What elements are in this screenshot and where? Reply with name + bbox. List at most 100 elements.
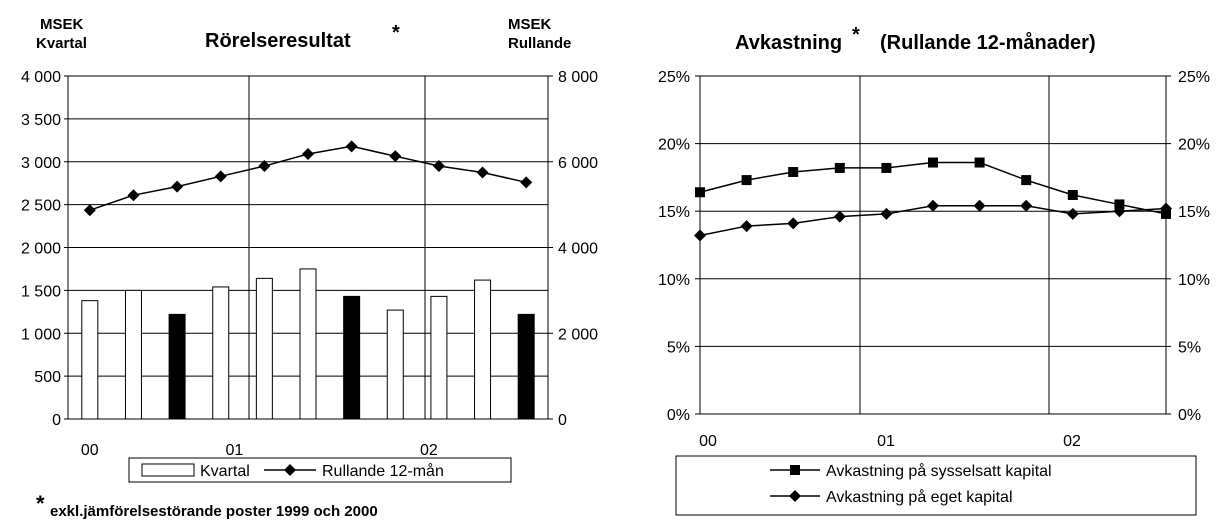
- left-y-tick-label: 3 500: [21, 112, 61, 129]
- left-y-tick-label: 1 000: [21, 326, 61, 343]
- rullande-point: [302, 148, 314, 161]
- sysselsatt-point: [1021, 175, 1032, 186]
- right-chart-right-tick-label: 10%: [1178, 272, 1210, 289]
- rullande-point: [258, 160, 271, 173]
- kvartal-bar: [517, 313, 535, 420]
- right-chart-title: Avkastning: [735, 32, 842, 54]
- kvartal-bar: [299, 268, 317, 420]
- left-axis-label-line1: MSEK: [40, 16, 84, 33]
- footnote-text: exkl.jämförelsestörande poster 1999 och …: [50, 503, 378, 520]
- left-y-tick-label: 3 000: [21, 155, 61, 172]
- right-chart-title-suffix: (Rullande 12-månader): [880, 31, 1096, 54]
- kvartal-bar: [430, 295, 448, 420]
- rullande-point: [214, 170, 227, 183]
- right-chart: 0% 0% 5% 5% 10% 10% 15% 15% 20% 20% 25% 25% 00 01 02: [658, 69, 1210, 450]
- sysselsatt-point: [1114, 199, 1125, 210]
- eget-point: [740, 220, 753, 233]
- right-chart-title-mark: *: [852, 24, 860, 46]
- eget-point: [1160, 202, 1172, 215]
- right-chart-right-tick-label: 0%: [1178, 407, 1201, 424]
- right-chart-left-tick-label: 25%: [658, 69, 690, 86]
- eget-point: [927, 199, 939, 212]
- legend-eget-label: Avkastning på eget kapital: [826, 488, 1013, 506]
- eget-point: [787, 217, 800, 230]
- right-y-tick-label: 2 000: [558, 326, 598, 343]
- right-chart-right-tick-label: 25%: [1178, 69, 1210, 86]
- left-y-tick-label: 1 500: [21, 283, 61, 300]
- eget-point: [1066, 207, 1079, 220]
- left-legend: Kvartal Rullande 12-mån: [128, 457, 512, 483]
- right-chart-left-tick-label: 5%: [667, 339, 690, 356]
- right-chart-right-tick-label: 5%: [1178, 339, 1201, 356]
- left-chart-title: Rörelseresultat: [205, 30, 351, 52]
- rullande-point: [520, 176, 533, 189]
- left-y-tick-label: 500: [34, 369, 61, 386]
- left-axis-label-line2: Kvartal: [36, 35, 87, 52]
- rullande-point: [345, 140, 358, 153]
- rullande-point: [171, 180, 184, 193]
- left-y-tick-label: 0: [52, 412, 61, 429]
- sysselsatt-point: [741, 175, 752, 186]
- right-chart-left-tick-label: 10%: [658, 272, 690, 289]
- legend-sysselsatt-marker: [790, 465, 800, 475]
- left-y-tick-label: 4 000: [21, 69, 61, 86]
- eget-point: [1113, 205, 1126, 218]
- legend-eget-marker: [789, 490, 801, 502]
- right-chart-x-tick-label: 01: [877, 433, 895, 450]
- right-chart-x-tick-label: 00: [699, 433, 717, 450]
- left-chart-title-mark: *: [392, 22, 400, 44]
- left-x-tick-label: 00: [81, 442, 99, 459]
- sysselsatt-point: [834, 162, 845, 173]
- eget-point: [973, 199, 986, 212]
- eget-point: [833, 210, 846, 223]
- footnote-mark: *: [36, 491, 45, 516]
- right-chart-left-tick-label: 15%: [658, 204, 690, 221]
- rullande-point: [127, 189, 140, 202]
- kvartal-bar: [255, 277, 273, 420]
- left-y-tick-label: 2 000: [21, 241, 61, 258]
- eget-point: [880, 207, 893, 220]
- kvartal-bar: [81, 300, 99, 420]
- rullande-point: [83, 204, 96, 217]
- sysselsatt-point: [788, 166, 799, 177]
- rullande-point: [389, 150, 402, 163]
- kvartal-bar: [386, 309, 404, 420]
- right-y-tick-label: 8 000: [558, 69, 598, 86]
- left-chart: 0 500 1 000 1 500 2 000 2 500 3 000 3 500 4 000 0…: [21, 69, 598, 459]
- legend-rullande-label: Rullande 12-mån: [322, 462, 444, 480]
- kvartal-bar: [474, 279, 492, 420]
- right-chart-left-tick-label: 20%: [658, 137, 690, 154]
- right-chart-left-tick-label: 0%: [667, 407, 690, 424]
- right-axis-label-line2: Rullande: [508, 35, 571, 52]
- eget-point: [1020, 199, 1033, 212]
- eget-point: [694, 229, 706, 242]
- right-axis-label-line1: MSEK: [508, 16, 552, 33]
- right-y-tick-label: 4 000: [558, 241, 598, 258]
- left-x-tick-label: 01: [225, 442, 243, 459]
- sysselsatt-point: [881, 162, 892, 173]
- legend-kvartal-label: Kvartal: [200, 463, 250, 480]
- right-y-tick-label: 6 000: [558, 155, 598, 172]
- right-y-tick-label: 0: [558, 412, 567, 429]
- rullande-point: [476, 166, 489, 179]
- kvartal-bar: [343, 295, 361, 420]
- sysselsatt-point: [695, 187, 705, 198]
- right-legend: Avkastning på sysselsatt kapital Avkastn…: [675, 455, 1197, 516]
- right-chart-x-tick-label: 02: [1063, 433, 1081, 450]
- kvartal-bar: [168, 313, 186, 420]
- left-x-tick-label: 02: [420, 442, 438, 459]
- legend-kvartal-swatch: [141, 463, 195, 477]
- rullande-point: [432, 160, 445, 173]
- legend-rullande-marker: [284, 464, 296, 476]
- sysselsatt-point: [928, 157, 938, 168]
- kvartal-bar: [212, 286, 230, 420]
- right-chart-right-tick-label: 20%: [1178, 137, 1210, 154]
- legend-sysselsatt-label: Avkastning på sysselsatt kapital: [826, 462, 1052, 480]
- right-legend-box: [675, 455, 1197, 516]
- sysselsatt-point: [974, 157, 985, 168]
- left-y-tick-label: 2 500: [21, 198, 61, 215]
- kvartal-bar: [124, 289, 142, 420]
- sysselsatt-point: [1067, 189, 1078, 200]
- right-chart-right-tick-label: 15%: [1178, 204, 1210, 221]
